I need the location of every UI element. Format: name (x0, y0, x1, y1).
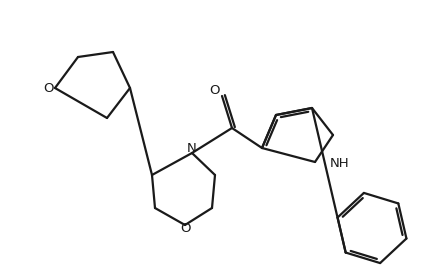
Text: N: N (187, 141, 197, 155)
Text: NH: NH (330, 157, 350, 169)
Text: O: O (43, 81, 53, 95)
Text: O: O (180, 221, 190, 235)
Text: O: O (210, 83, 220, 97)
